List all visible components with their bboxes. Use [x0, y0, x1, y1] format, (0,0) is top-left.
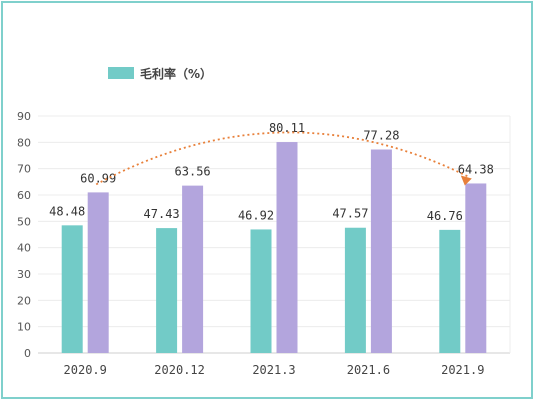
- data-label: 63.56: [175, 165, 211, 179]
- y-tick-label: 0: [24, 347, 31, 360]
- bar-series0: [250, 229, 272, 353]
- data-labels: 48.48 60.99 47.43 63.56 46.92 80.11 47.57 77.28…: [49, 121, 494, 223]
- x-tick-label: 2020.9: [64, 363, 107, 377]
- x-axis-ticks: 2020.9 2020.12 2021.3 2021.6 2021.9: [64, 363, 485, 377]
- data-label: 47.57: [332, 207, 368, 221]
- y-tick-label: 10: [17, 321, 31, 334]
- x-tick-label: 2020.12: [154, 363, 205, 377]
- bar-series1: [276, 142, 298, 353]
- gridlines: [38, 115, 511, 354]
- y-tick-label: 90: [17, 110, 31, 123]
- bar-series0: [344, 227, 366, 353]
- x-tick-label: 2021.9: [441, 363, 484, 377]
- x-tick-label: 2021.3: [252, 363, 295, 377]
- y-tick-label: 40: [17, 242, 31, 255]
- trend-arrow-head: [460, 175, 472, 186]
- y-axis-ticks: 0 10 20 30 40 50 60 70 80 90: [17, 110, 31, 360]
- data-label: 77.28: [363, 128, 399, 142]
- data-label: 80.11: [269, 121, 305, 135]
- data-label: 46.76: [427, 209, 463, 223]
- y-tick-label: 50: [17, 215, 31, 228]
- bar-series0: [156, 228, 178, 353]
- y-tick-label: 30: [17, 268, 31, 281]
- legend: 毛利率（%）: [108, 66, 212, 81]
- bar-series1: [182, 185, 204, 353]
- bar-series1: [87, 192, 109, 353]
- data-label: 48.48: [49, 204, 85, 218]
- data-label: 64.38: [458, 162, 494, 176]
- legend-label: 毛利率（%）: [140, 66, 212, 81]
- data-label: 46.92: [238, 208, 274, 222]
- x-tick-label: 2021.6: [347, 363, 390, 377]
- data-label: 60.99: [80, 171, 116, 185]
- bar-series0: [439, 229, 461, 353]
- y-tick-label: 70: [17, 163, 31, 176]
- y-tick-label: 60: [17, 189, 31, 202]
- bar-series1: [465, 183, 487, 353]
- trend-arrow-line: [95, 131, 471, 186]
- bar-series0: [61, 225, 83, 353]
- legend-swatch: [108, 67, 134, 79]
- bar-series1: [370, 149, 392, 353]
- y-tick-label: 20: [17, 294, 31, 307]
- data-label: 47.43: [144, 207, 180, 221]
- trend-arrow: [95, 131, 472, 186]
- bars: [61, 142, 487, 353]
- y-tick-label: 80: [17, 136, 31, 149]
